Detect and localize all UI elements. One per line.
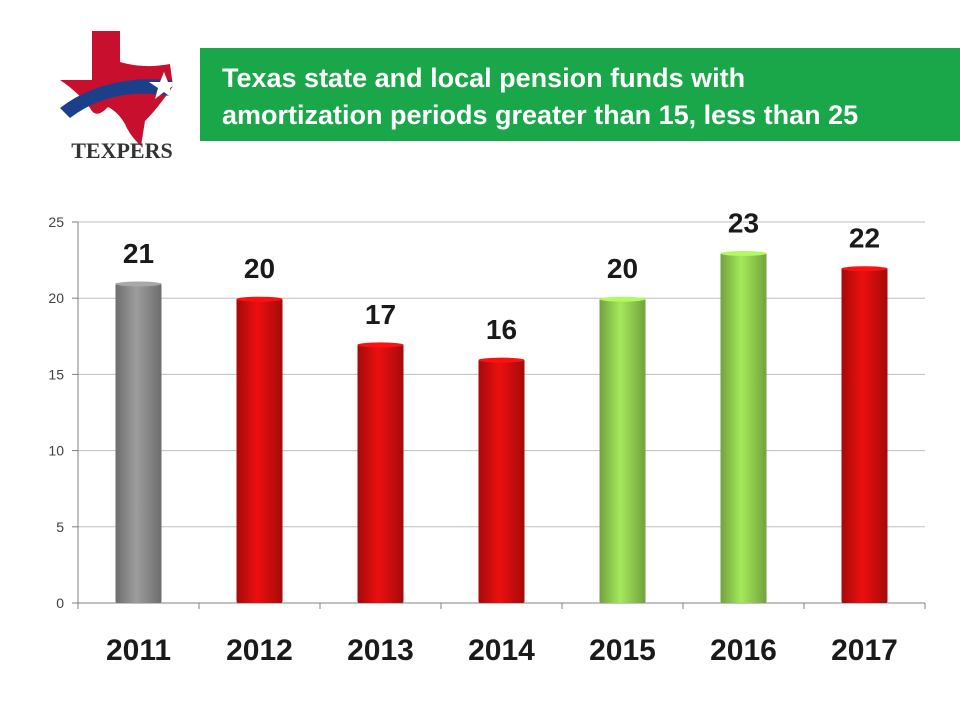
bar-2012	[236, 298, 283, 603]
bar-2013	[357, 343, 404, 603]
data-label: 21	[123, 238, 154, 269]
y-tick-label: 10	[48, 443, 64, 459]
data-label: 23	[728, 207, 759, 238]
bar-2017	[841, 267, 888, 603]
data-label: 22	[849, 223, 880, 254]
star-icon	[149, 72, 179, 99]
bar-2011	[115, 282, 162, 603]
x-tick-label: 2017	[831, 634, 898, 667]
data-label: 20	[607, 253, 638, 284]
data-label: 20	[244, 253, 275, 284]
y-tick-label: 15	[48, 366, 64, 382]
title-line-2: amortization periods greater than 15, le…	[222, 100, 859, 130]
bar-top-highlight	[599, 296, 646, 302]
bar-top-highlight	[478, 357, 525, 363]
texpers-logo: TEXPERS	[52, 24, 192, 164]
bar-top-highlight	[115, 281, 162, 287]
bar-2016	[720, 252, 767, 604]
bar-top-highlight	[236, 296, 283, 302]
bar-top-highlight	[720, 250, 767, 256]
logo-text: TEXPERS	[71, 138, 172, 163]
y-tick-label: 20	[48, 290, 64, 306]
x-tick-label: 2012	[226, 634, 293, 667]
y-tick-label: 25	[48, 214, 64, 230]
data-label: 16	[486, 314, 517, 345]
bar-2015	[599, 298, 646, 603]
x-tick-label: 2015	[589, 634, 656, 667]
x-tick-label: 2016	[710, 634, 777, 667]
y-tick-label: 5	[56, 519, 64, 535]
title-banner: Texas state and local pension funds with…	[200, 48, 960, 141]
bar-top-highlight	[357, 342, 404, 348]
bar-chart: 0 5 10 15 20 25 21 2011 20 2012 17 2013 16 2014 20 2015…	[48, 207, 926, 667]
x-tick-label: 2011	[106, 634, 171, 667]
title-line-1: Texas state and local pension funds with	[222, 63, 746, 93]
bar-2014	[478, 359, 525, 603]
x-tick-label: 2013	[347, 634, 414, 667]
bar-top-highlight	[841, 266, 888, 272]
data-label: 17	[365, 299, 396, 330]
y-tick-label: 0	[56, 595, 64, 611]
x-tick-label: 2014	[468, 634, 535, 667]
swoosh-icon	[60, 79, 172, 118]
